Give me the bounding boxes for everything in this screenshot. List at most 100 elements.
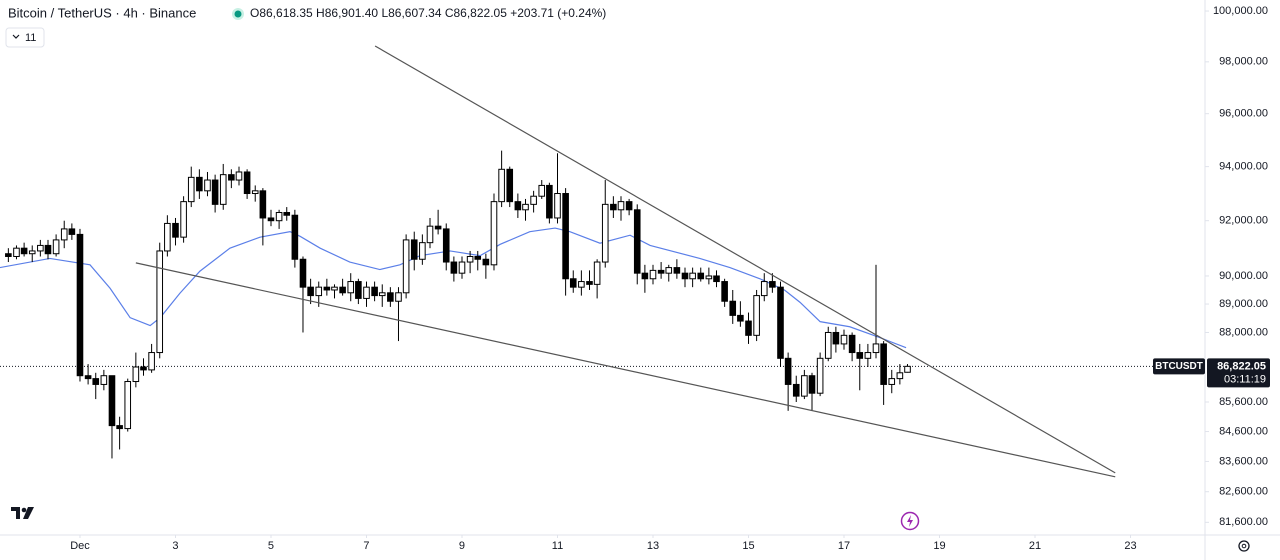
trend-line xyxy=(374,45,1116,474)
candle-body xyxy=(633,209,641,274)
candle-body xyxy=(395,292,402,302)
candle-body xyxy=(156,250,164,354)
candle-body xyxy=(617,201,625,211)
candle-body xyxy=(211,179,219,205)
candle-body xyxy=(665,267,673,274)
candle-body xyxy=(466,255,474,263)
candle-body xyxy=(745,320,752,336)
candle-body xyxy=(601,203,609,263)
x-tick-label: 13 xyxy=(647,540,659,552)
x-tick-label: 9 xyxy=(459,540,465,552)
candle-body xyxy=(187,176,195,203)
candle-body xyxy=(737,314,744,322)
status-dot xyxy=(234,10,242,18)
x-tick-label: 17 xyxy=(838,540,850,552)
lightning-button[interactable] xyxy=(900,511,920,531)
candle-body xyxy=(323,286,331,291)
y-tick-label: 96,000.00 xyxy=(1219,108,1268,120)
candle-body xyxy=(824,331,832,359)
settings-button[interactable] xyxy=(1238,540,1250,552)
candle-body xyxy=(681,272,689,280)
candle-body xyxy=(530,195,537,205)
candle-body xyxy=(251,190,259,195)
candle-body xyxy=(792,383,800,397)
candle-body xyxy=(100,375,108,385)
candle-body xyxy=(705,275,713,280)
candle-body xyxy=(124,381,132,430)
candle-body xyxy=(610,203,617,211)
candle-body xyxy=(52,239,60,255)
indicator-box[interactable] xyxy=(5,27,45,48)
candle-body xyxy=(363,286,370,299)
candle-body xyxy=(586,281,593,285)
gear-icon[interactable] xyxy=(1238,540,1250,552)
y-tick-label: 92,000.00 xyxy=(1219,215,1268,227)
candle-body xyxy=(76,233,84,377)
candle-body xyxy=(569,278,577,288)
candle-body xyxy=(888,378,896,385)
last-price-label: 86,822.05 xyxy=(1217,360,1266,372)
candle-body xyxy=(808,375,816,394)
candle-body xyxy=(904,365,911,373)
indicator-count: 11 xyxy=(25,32,36,44)
candle-body xyxy=(856,352,864,359)
candle-body xyxy=(880,343,887,385)
candle-body xyxy=(474,255,482,260)
candle-body xyxy=(777,286,784,359)
logo-part xyxy=(23,507,34,519)
candle-body xyxy=(784,357,792,385)
candle-body xyxy=(180,201,187,238)
x-tick-label: Dec xyxy=(70,540,90,552)
candle-body xyxy=(832,331,840,345)
candle-body xyxy=(848,334,856,354)
y-tick-label: 84,600.00 xyxy=(1219,425,1268,437)
candle-body xyxy=(657,269,665,274)
candle-body xyxy=(283,212,291,216)
candle-body xyxy=(673,267,681,274)
candle-body xyxy=(840,334,848,345)
candle-body xyxy=(554,193,561,219)
symbol-tag: BTCUSDT xyxy=(1155,361,1203,372)
candle-body xyxy=(44,244,52,255)
y-tick-label: 83,600.00 xyxy=(1219,455,1268,467)
candle-body xyxy=(378,292,386,297)
candle-body xyxy=(562,193,569,280)
x-tick-label: 19 xyxy=(933,540,945,552)
candle-body xyxy=(235,171,243,181)
y-tick-label: 82,600.00 xyxy=(1219,486,1268,498)
candle-body xyxy=(896,372,904,380)
trend-line xyxy=(135,262,1116,478)
candle-body xyxy=(5,253,12,257)
candle-body xyxy=(625,201,633,211)
candle-body xyxy=(402,239,410,294)
candle-body xyxy=(60,228,68,241)
candle-body xyxy=(721,281,728,302)
candle-body xyxy=(514,201,522,211)
candle-body xyxy=(307,286,314,297)
candle-body xyxy=(219,174,227,205)
candle-body xyxy=(339,286,346,294)
candle-body xyxy=(816,357,824,394)
candle-body xyxy=(371,286,378,297)
candle-body xyxy=(315,286,323,297)
candle-body xyxy=(164,222,171,252)
candle-body xyxy=(37,244,44,252)
tv-logo xyxy=(11,507,34,519)
y-tick-label: 94,000.00 xyxy=(1219,161,1268,173)
candle-body xyxy=(426,225,434,244)
logo-part xyxy=(21,507,27,513)
candle-body xyxy=(641,272,649,280)
candle-body xyxy=(450,261,458,274)
candle-body xyxy=(116,425,123,430)
candle-body xyxy=(410,239,418,260)
y-tick-label: 90,000.00 xyxy=(1219,270,1268,282)
candle-body xyxy=(355,281,362,299)
candle-body xyxy=(20,247,28,255)
chart-title: Bitcoin / TetherUS · 4h · Binance xyxy=(8,5,196,20)
indicator-toggle[interactable]: 11 xyxy=(5,27,45,48)
x-tick-label: 11 xyxy=(552,540,563,552)
y-tick-label: 98,000.00 xyxy=(1219,56,1268,68)
candle-body xyxy=(697,272,705,280)
x-tick-label: 7 xyxy=(363,540,369,552)
